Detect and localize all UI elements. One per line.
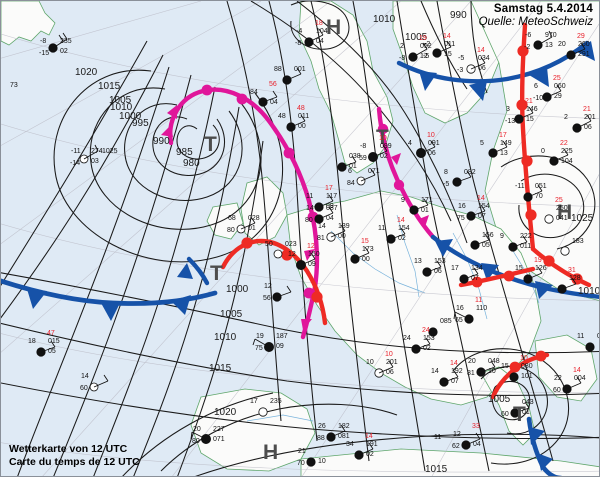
cold-front-adriatic — [526, 416, 563, 476]
cold-front-southwest — [1, 278, 218, 321]
warm-front-italy — [490, 350, 550, 400]
rivers — [246, 214, 540, 422]
cold-front-biscay-tail — [177, 256, 210, 286]
warm-front-biscay — [220, 237, 328, 326]
warm-front-norwegian-sea — [516, 22, 537, 252]
warm-front-west-branch — [458, 266, 536, 288]
wind-barbs — [40, 28, 592, 456]
occluded-front-baltic — [376, 106, 436, 240]
cold-front-north-atlantic — [396, 40, 595, 101]
